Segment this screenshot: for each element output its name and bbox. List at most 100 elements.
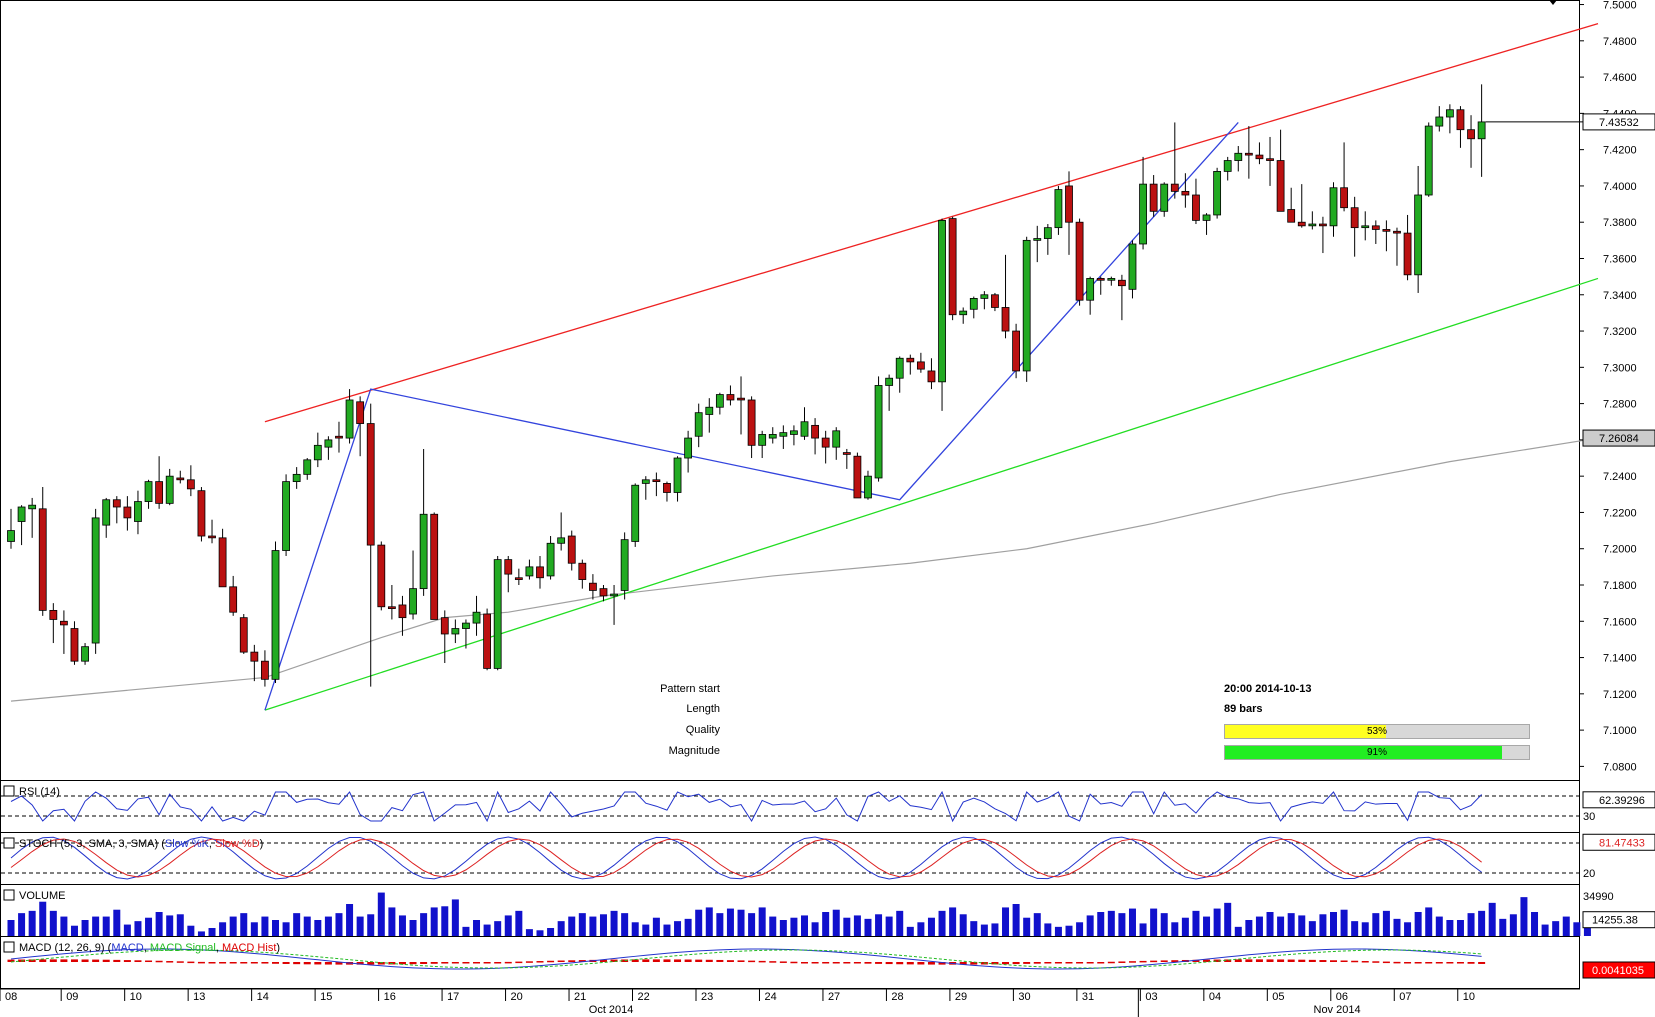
- volume-bar: [705, 907, 713, 936]
- price-tick-label: 7.3600: [1603, 253, 1637, 265]
- macd-hist-bar: [779, 961, 787, 963]
- stoch-value-box: [1582, 833, 1655, 851]
- macd-hist-bar: [1065, 962, 1073, 964]
- candle-bearish: [1287, 209, 1296, 223]
- macd-hist-bar: [652, 959, 660, 962]
- volume-bar: [536, 930, 544, 936]
- volume-bar: [1086, 915, 1094, 936]
- time-tick-label: 21: [574, 991, 586, 1003]
- moving-average-layer: [10, 437, 1599, 702]
- candle-bearish: [578, 562, 587, 580]
- stoch-d-line: [10, 838, 1482, 878]
- volume-bar: [832, 909, 840, 936]
- candle-bullish: [969, 297, 978, 310]
- volume-bar: [1425, 907, 1433, 936]
- volume-bar: [1171, 922, 1179, 936]
- volume-bar: [229, 916, 237, 936]
- macd-hist-bar: [1340, 960, 1348, 962]
- macd-hist-bar: [1446, 962, 1454, 964]
- volume-bar: [568, 916, 576, 936]
- moving-average-line: [10, 437, 1599, 702]
- candle-bearish: [1266, 158, 1274, 161]
- candle-bullish: [1043, 227, 1052, 239]
- volume-bar: [621, 913, 629, 936]
- macd-signal-line: [10, 949, 1482, 969]
- ma-value-label: 7.26084: [1599, 433, 1639, 445]
- macd-hist-bar: [1266, 959, 1274, 962]
- macd-hist-bar: [250, 962, 258, 964]
- volume-bar: [272, 920, 279, 936]
- volume-bar: [716, 913, 724, 936]
- price-tick-label: 7.3000: [1603, 362, 1637, 374]
- candle-bullish: [472, 611, 481, 624]
- candle-bearish: [514, 577, 523, 580]
- volume-bar: [1213, 908, 1221, 936]
- candle-bearish: [1244, 152, 1253, 156]
- volume-bar: [1456, 920, 1464, 936]
- volume-bar: [652, 917, 660, 936]
- volume-bar: [483, 924, 491, 936]
- candle-bearish: [1340, 187, 1348, 209]
- macd-hist-bar: [314, 962, 322, 965]
- candle-bearish: [398, 604, 407, 619]
- quality-bar-fill: [1225, 725, 1387, 738]
- candle-bearish: [250, 651, 259, 662]
- volume-bar: [790, 917, 798, 936]
- candle-bearish: [261, 660, 269, 680]
- price-tick-label: 7.2200: [1603, 507, 1637, 519]
- macd-hist-bar: [864, 962, 872, 964]
- macd-hist-bar: [568, 960, 576, 962]
- rsi-panel: 7030RSI (14)62.39296: [0, 780, 1655, 833]
- price-tick-label: 7.4200: [1603, 145, 1637, 157]
- candle-bearish: [916, 361, 925, 370]
- macd-hist-bar: [726, 960, 734, 962]
- volume-bar: [589, 916, 597, 936]
- candle-bearish: [747, 399, 756, 446]
- candle-bearish: [504, 559, 513, 575]
- volume-bar: [1520, 897, 1528, 936]
- volume-bar: [504, 915, 512, 936]
- volume-bar: [1287, 913, 1295, 936]
- volume-bar: [1012, 904, 1020, 936]
- time-tick-label: 04: [1209, 991, 1221, 1003]
- time-tick-label: 03: [1145, 991, 1157, 1003]
- volume-bar: [187, 925, 195, 936]
- candle-bullish: [1054, 189, 1063, 229]
- volume-bar: [1393, 918, 1401, 936]
- volume-bar: [102, 916, 110, 936]
- price-tick-label: 7.4800: [1603, 36, 1637, 48]
- macd-hist-bar: [197, 961, 205, 964]
- volume-bar: [970, 921, 978, 936]
- volume-bar: [409, 920, 417, 936]
- candle-bearish: [1118, 279, 1126, 287]
- stoch-level-label: 20: [1583, 868, 1595, 880]
- volume-bar: [430, 907, 438, 936]
- candle-bearish: [726, 394, 735, 401]
- macd-hist-bar: [430, 962, 438, 964]
- candle-bullish: [1139, 183, 1147, 245]
- candle-bullish: [451, 628, 460, 635]
- candle-bullish: [134, 501, 142, 522]
- volume-value-box: [1582, 911, 1655, 929]
- volume-bar: [1203, 916, 1211, 936]
- quality-label: Quality: [685, 724, 720, 736]
- volume-bar: [49, 910, 57, 936]
- macd-hist-bar: [208, 962, 216, 964]
- pattern-info-panel: Pattern start 20:00 2014-10-13 Length 89…: [660, 683, 1540, 773]
- volume-bar: [1139, 923, 1147, 936]
- candle-bearish: [1255, 154, 1264, 160]
- volume-bar: [293, 913, 301, 936]
- candle-bearish: [1456, 109, 1465, 131]
- candle-bullish: [684, 437, 693, 459]
- volume-bar: [1308, 921, 1316, 936]
- macd-panel: MACD (12, 26, 9) (MACD, MACD Signal, MAC…: [0, 936, 1655, 989]
- time-axis: 08 09 10 13 14 15 16 17 20 21 22 23 24 27 28 29 30 31 03 04…: [0, 988, 1580, 1017]
- volume-bar: [557, 921, 565, 936]
- macd-hist-bar: [853, 962, 861, 964]
- candle-bearish: [1170, 183, 1179, 192]
- stochastic-layer: 8020STOCH (5, 3, SMA, 3, SMA) (Slow %K, …: [1, 833, 1655, 880]
- volume-bar: [388, 907, 396, 936]
- volume-bar: [1372, 913, 1380, 936]
- volume-bar: [240, 913, 248, 936]
- price-tick-label: 7.1200: [1603, 689, 1637, 701]
